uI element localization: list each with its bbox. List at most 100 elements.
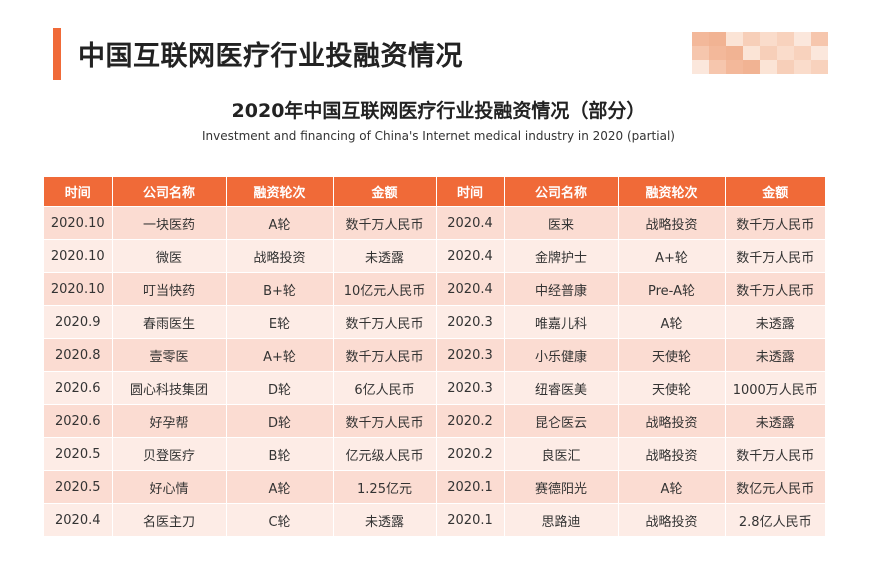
cell-time: 2020.5 (44, 470, 113, 504)
cell-amount: 数亿元人民币 (725, 470, 825, 504)
cell-company: 中经普康 (504, 272, 619, 306)
mosaic-tile (692, 60, 709, 74)
mosaic-tile (726, 32, 743, 46)
cell-company: 医来 (504, 206, 619, 240)
cell-round: 天使轮 (618, 371, 726, 405)
mosaic-tile (811, 60, 828, 74)
mosaic-tile (743, 46, 760, 60)
cell-time: 2020.2 (436, 437, 505, 471)
cell-company: 小乐健康 (504, 338, 619, 372)
table-header-row: 时间 公司名称 融资轮次 金额 时间 公司名称 融资轮次 金额 (44, 177, 825, 207)
mosaic-tile (709, 60, 726, 74)
table-row: 2020.6 好孕帮 D轮 数千万人民币 2020.2 昆仑医云 战略投资 未透露 (44, 404, 825, 438)
cell-time: 2020.4 (436, 206, 505, 240)
mosaic-tile (794, 32, 811, 46)
cell-round: A+轮 (226, 338, 334, 372)
cell-company: 良医汇 (504, 437, 619, 471)
cell-time: 2020.1 (436, 470, 505, 504)
mosaic-tile (709, 46, 726, 60)
cell-round: E轮 (226, 305, 334, 339)
cell-amount: 1000万人民币 (725, 371, 825, 405)
cell-time: 2020.6 (44, 371, 113, 405)
cell-time: 2020.10 (44, 239, 113, 273)
column-header-time: 时间 (44, 177, 113, 207)
mosaic-tile (709, 32, 726, 46)
cell-amount: 数千万人民币 (333, 305, 437, 339)
column-header-amount: 金额 (333, 177, 437, 207)
cell-amount: 数千万人民币 (725, 272, 825, 306)
mosaic-tile (760, 32, 777, 46)
cell-company: 一块医药 (112, 206, 227, 240)
cell-amount: 亿元级人民币 (333, 437, 437, 471)
cell-time: 2020.8 (44, 338, 113, 372)
mosaic-tile (777, 60, 794, 74)
cell-company: 壹零医 (112, 338, 227, 372)
cell-company: 贝登医疗 (112, 437, 227, 471)
mosaic-tile (777, 32, 794, 46)
cell-amount: 数千万人民币 (725, 239, 825, 273)
table-row: 2020.10 微医 战略投资 未透露 2020.4 金牌护士 A+轮 数千万人民币 (44, 239, 825, 273)
page-title: 中国互联网医疗行业投融资情况 (78, 41, 463, 72)
cell-amount: 数千万人民币 (725, 437, 825, 471)
column-header-time: 时间 (436, 177, 505, 207)
cell-company: 名医主刀 (112, 503, 227, 536)
mosaic-tile (743, 32, 760, 46)
cell-round: B+轮 (226, 272, 334, 306)
financing-table: 时间 公司名称 融资轮次 金额 时间 公司名称 融资轮次 金额 2020.10 一… (44, 177, 825, 536)
column-header-company: 公司名称 (112, 177, 227, 207)
cell-amount: 未透露 (333, 239, 437, 273)
mosaic-tile (794, 46, 811, 60)
cell-company: 思路迪 (504, 503, 619, 536)
column-header-round: 融资轮次 (618, 177, 726, 207)
cell-time: 2020.3 (436, 371, 505, 405)
table-row: 2020.9 春雨医生 E轮 数千万人民币 2020.3 唯嘉儿科 A轮 未透露 (44, 305, 825, 339)
table-row: 2020.5 贝登医疗 B轮 亿元级人民币 2020.2 良医汇 战略投资 数千万人民币 (44, 437, 825, 471)
cell-round: 战略投资 (618, 503, 726, 536)
cell-company: 金牌护士 (504, 239, 619, 273)
cell-round: Pre-A轮 (618, 272, 726, 306)
table-row: 2020.5 好心情 A轮 1.25亿元 2020.1 赛德阳光 A轮 数亿元人民币 (44, 470, 825, 504)
title-accent-bar (53, 28, 61, 80)
cell-round: A+轮 (618, 239, 726, 273)
mosaic-tile (692, 32, 709, 46)
cell-time: 2020.3 (436, 305, 505, 339)
column-header-round: 融资轮次 (226, 177, 334, 207)
blurred-logo (692, 32, 828, 74)
cell-round: 战略投资 (618, 437, 726, 471)
cell-round: C轮 (226, 503, 334, 536)
table-row: 2020.6 圆心科技集团 D轮 6亿人民币 2020.3 纽睿医美 天使轮 1000万人民币 (44, 371, 825, 405)
cell-amount: 1.25亿元 (333, 470, 437, 504)
cell-round: D轮 (226, 371, 334, 405)
cell-round: 战略投资 (618, 206, 726, 240)
cell-company: 纽睿医美 (504, 371, 619, 405)
cell-round: 天使轮 (618, 338, 726, 372)
cell-round: D轮 (226, 404, 334, 438)
cell-amount: 2.8亿人民币 (725, 503, 825, 536)
cell-amount: 6亿人民币 (333, 371, 437, 405)
table-subtitle: Investment and financing of China's Inte… (202, 129, 675, 143)
cell-time: 2020.2 (436, 404, 505, 438)
cell-amount: 数千万人民币 (333, 206, 437, 240)
cell-time: 2020.9 (44, 305, 113, 339)
cell-time: 2020.6 (44, 404, 113, 438)
mosaic-tile (760, 46, 777, 60)
mosaic-tile (811, 46, 828, 60)
column-header-amount: 金额 (725, 177, 825, 207)
cell-round: A轮 (618, 470, 726, 504)
cell-company: 好心情 (112, 470, 227, 504)
cell-amount: 未透露 (725, 338, 825, 372)
cell-time: 2020.4 (44, 503, 113, 536)
cell-time: 2020.1 (436, 503, 505, 536)
cell-company: 圆心科技集团 (112, 371, 227, 405)
cell-amount: 10亿元人民币 (333, 272, 437, 306)
cell-company: 叮当快药 (112, 272, 227, 306)
mosaic-tile (726, 60, 743, 74)
cell-company: 好孕帮 (112, 404, 227, 438)
cell-time: 2020.10 (44, 206, 113, 240)
cell-round: A轮 (618, 305, 726, 339)
table-row: 2020.8 壹零医 A+轮 数千万人民币 2020.3 小乐健康 天使轮 未透露 (44, 338, 825, 372)
cell-amount: 未透露 (725, 305, 825, 339)
cell-company: 春雨医生 (112, 305, 227, 339)
cell-time: 2020.5 (44, 437, 113, 471)
cell-time: 2020.4 (436, 239, 505, 273)
